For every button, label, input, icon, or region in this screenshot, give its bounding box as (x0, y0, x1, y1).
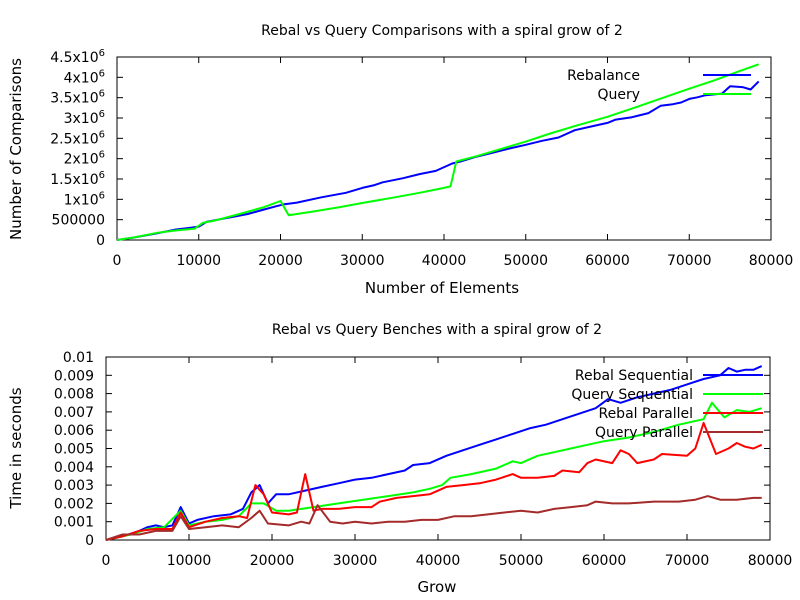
legend-label: Query Sequential (571, 387, 693, 403)
y-tick-label: 0.003 (54, 478, 94, 494)
x-tick-label: 0 (102, 553, 111, 569)
series-line-rebal-parallel (105, 421, 763, 541)
y-tick-exponent: 6 (99, 89, 105, 100)
legend: Rebal Sequential Query Sequential Rebal Pa… (571, 368, 763, 441)
series-line-query (116, 63, 760, 241)
x-tick-label: 50000 (503, 253, 548, 269)
y-tick-label: 1.5x106 (50, 170, 105, 188)
x-tick-label: 80000 (748, 553, 793, 569)
series-lines (116, 63, 760, 241)
y-tick-mantissa: 1.5x10 (50, 172, 98, 188)
x-tick-label: 60000 (582, 553, 627, 569)
benches-chart: Rebal vs Query Benches with a spiral gro… (7, 322, 792, 596)
legend: Rebalance Query (567, 68, 751, 103)
legend-label: Rebal Sequential (575, 368, 693, 384)
x-tick-label: 60000 (585, 253, 630, 269)
x-tick-label: 40000 (416, 553, 461, 569)
y-tick-exponent: 6 (99, 48, 105, 59)
axis-ticks: 0 10000 20000 30000 40000 50000 60000 70000 8000… (50, 48, 793, 269)
legend-label: Query Parallel (595, 425, 693, 441)
y-tick-exponent: 6 (99, 190, 105, 201)
y-tick-mantissa: 3.5x10 (50, 91, 98, 107)
comparisons-chart: Rebal vs Query Comparisons with a spiral… (7, 23, 793, 297)
axis-ticks: 0 10000 20000 30000 40000 50000 60000 70000 8000… (54, 350, 792, 569)
series-lines (105, 365, 763, 541)
y-tick-label: 0.01 (63, 350, 94, 366)
y-axis-label: Time in seconds (7, 387, 25, 509)
y-tick-exponent: 6 (99, 150, 105, 161)
y-tick-label: 0.005 (54, 442, 94, 458)
y-tick-label: 2.5x106 (50, 129, 105, 147)
y-tick-exponent: 6 (99, 170, 105, 181)
plot-frame (116, 56, 772, 241)
chart-title: Rebal vs Query Benches with a spiral gro… (272, 322, 602, 338)
y-tick-label: 0.007 (54, 405, 94, 421)
chart-title: Rebal vs Query Comparisons with a spiral… (261, 23, 623, 39)
y-tick-label: 0 (85, 533, 94, 549)
x-tick-label: 20000 (250, 553, 295, 569)
x-tick-label: 50000 (499, 553, 544, 569)
x-tick-label: 70000 (667, 253, 712, 269)
x-tick-label: 70000 (665, 553, 710, 569)
x-tick-label: 30000 (340, 253, 385, 269)
x-axis-label: Grow (418, 578, 457, 596)
y-tick-mantissa: 1x10 (64, 192, 99, 208)
legend-label: Query (597, 87, 640, 103)
y-tick-exponent: 6 (99, 109, 105, 120)
y-tick-label: 0.004 (54, 460, 94, 476)
y-tick-label: 3.5x106 (50, 89, 105, 107)
y-tick-label: 0.001 (54, 515, 94, 531)
y-tick-label: 0 (96, 233, 105, 249)
plot-frame (105, 356, 771, 541)
legend-label: Rebalance (567, 68, 640, 84)
y-tick-label: 1x106 (64, 190, 105, 208)
legend-label: Rebal Parallel (598, 406, 693, 422)
y-tick-mantissa: 4x10 (64, 70, 99, 86)
y-axis-label: Number of Comparisons (7, 58, 25, 240)
y-tick-mantissa: 4.5x10 (50, 50, 98, 66)
y-tick-mantissa: 2x10 (64, 152, 99, 168)
x-tick-label: 10000 (167, 553, 212, 569)
x-tick-label: 0 (113, 253, 122, 269)
y-tick-label: 0.009 (54, 368, 94, 384)
y-tick-exponent: 6 (99, 129, 105, 140)
x-tick-label: 80000 (749, 253, 794, 269)
series-line-query-parallel (105, 495, 762, 541)
x-tick-label: 20000 (258, 253, 303, 269)
y-tick-label: 0.002 (54, 496, 94, 512)
x-tick-label: 40000 (422, 253, 467, 269)
y-tick-mantissa: 2.5x10 (50, 131, 98, 147)
y-tick-label: 2x106 (64, 150, 105, 168)
y-tick-label: 500000 (52, 213, 105, 229)
series-line-rebal-sequential (105, 365, 763, 541)
x-axis-label: Number of Elements (365, 279, 519, 297)
series-line-rebalance (116, 80, 760, 241)
y-tick-label: 4.5x106 (50, 48, 105, 66)
x-tick-label: 10000 (176, 253, 221, 269)
y-tick-mantissa: 3x10 (64, 111, 99, 127)
y-tick-label: 0.006 (54, 423, 94, 439)
y-tick-label: 3x106 (64, 109, 105, 127)
y-tick-label: 0.008 (54, 387, 94, 403)
x-tick-label: 30000 (333, 553, 378, 569)
y-tick-label: 4x106 (64, 68, 105, 86)
y-tick-exponent: 6 (99, 68, 105, 79)
